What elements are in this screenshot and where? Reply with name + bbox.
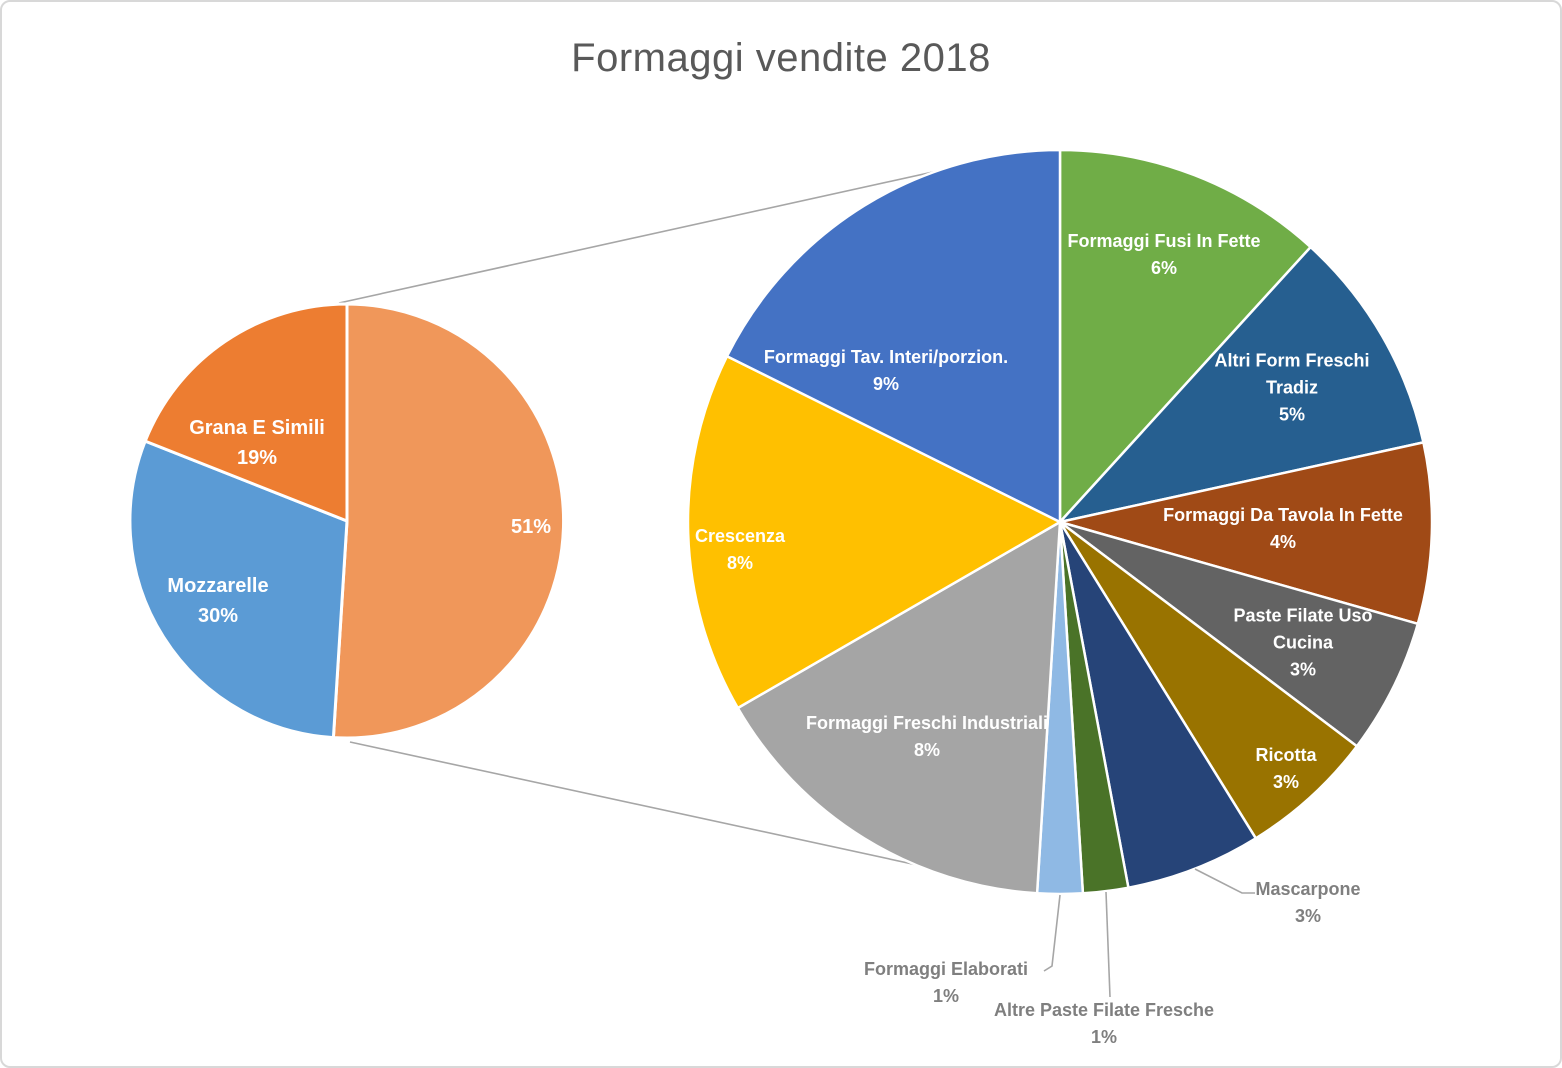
pie-slice-formaggi-fusi-in-fette[interactable] bbox=[1058, 148, 1312, 524]
chart-title: Formaggi vendite 2018 bbox=[571, 36, 991, 80]
pie-slice-formaggi-da-tavola-in-fette[interactable] bbox=[1058, 441, 1434, 626]
connector-line bbox=[1043, 894, 1061, 972]
pie-slice-altro[interactable] bbox=[331, 302, 566, 740]
pie-slice-mozzarelle[interactable] bbox=[128, 439, 349, 740]
pie-slice-altri-form-freschi-tradiz[interactable] bbox=[1058, 245, 1425, 524]
pie-slice-mascarpone[interactable] bbox=[1058, 520, 1258, 889]
pie-slice-crescenza[interactable] bbox=[686, 354, 1062, 710]
pie-slice-formaggi-tav-interi-porzion[interactable] bbox=[725, 148, 1062, 524]
connector-line bbox=[1105, 891, 1111, 998]
pie-slice-paste-filate-uso-cucina[interactable] bbox=[1058, 520, 1420, 748]
pie-slice-grana-e-simili[interactable] bbox=[143, 302, 349, 523]
connector-line bbox=[1194, 868, 1255, 894]
pie-slice-ricotta[interactable] bbox=[1058, 520, 1359, 840]
pie-slice-formaggi-freschi-industriali[interactable] bbox=[736, 520, 1062, 895]
connector-line bbox=[338, 150, 1029, 304]
